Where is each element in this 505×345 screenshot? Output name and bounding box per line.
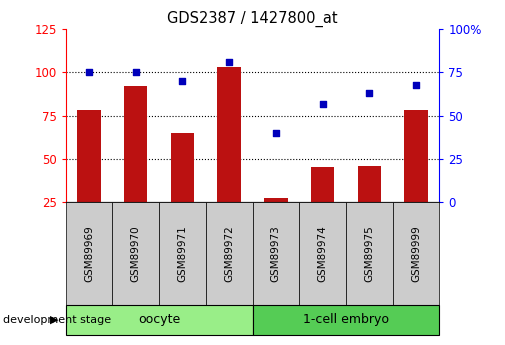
Bar — [218, 67, 241, 202]
Bar — [358, 166, 381, 202]
Text: GSM89970: GSM89970 — [131, 225, 141, 282]
Bar — [171, 133, 194, 202]
Point — [225, 59, 233, 65]
Text: GSM89972: GSM89972 — [224, 225, 234, 282]
Point — [272, 130, 280, 136]
Bar — [77, 110, 100, 202]
Text: GSM89969: GSM89969 — [84, 225, 94, 282]
Text: GSM89975: GSM89975 — [364, 225, 374, 282]
Bar — [264, 198, 287, 202]
Title: GDS2387 / 1427800_at: GDS2387 / 1427800_at — [167, 10, 338, 27]
Text: development stage: development stage — [3, 315, 111, 325]
Text: GSM89973: GSM89973 — [271, 225, 281, 282]
Text: GSM89974: GSM89974 — [318, 225, 328, 282]
Text: oocyte: oocyte — [138, 314, 180, 326]
Point — [412, 82, 420, 87]
Point — [178, 78, 186, 84]
Text: GSM89971: GSM89971 — [177, 225, 187, 282]
Text: 1-cell embryo: 1-cell embryo — [303, 314, 389, 326]
Point — [85, 70, 93, 75]
Point — [132, 70, 140, 75]
Point — [365, 90, 373, 96]
Text: ▶: ▶ — [49, 315, 58, 325]
Text: GSM89999: GSM89999 — [411, 225, 421, 282]
Bar — [311, 167, 334, 202]
Bar — [124, 86, 147, 202]
Point — [319, 101, 327, 106]
Bar — [405, 110, 428, 202]
